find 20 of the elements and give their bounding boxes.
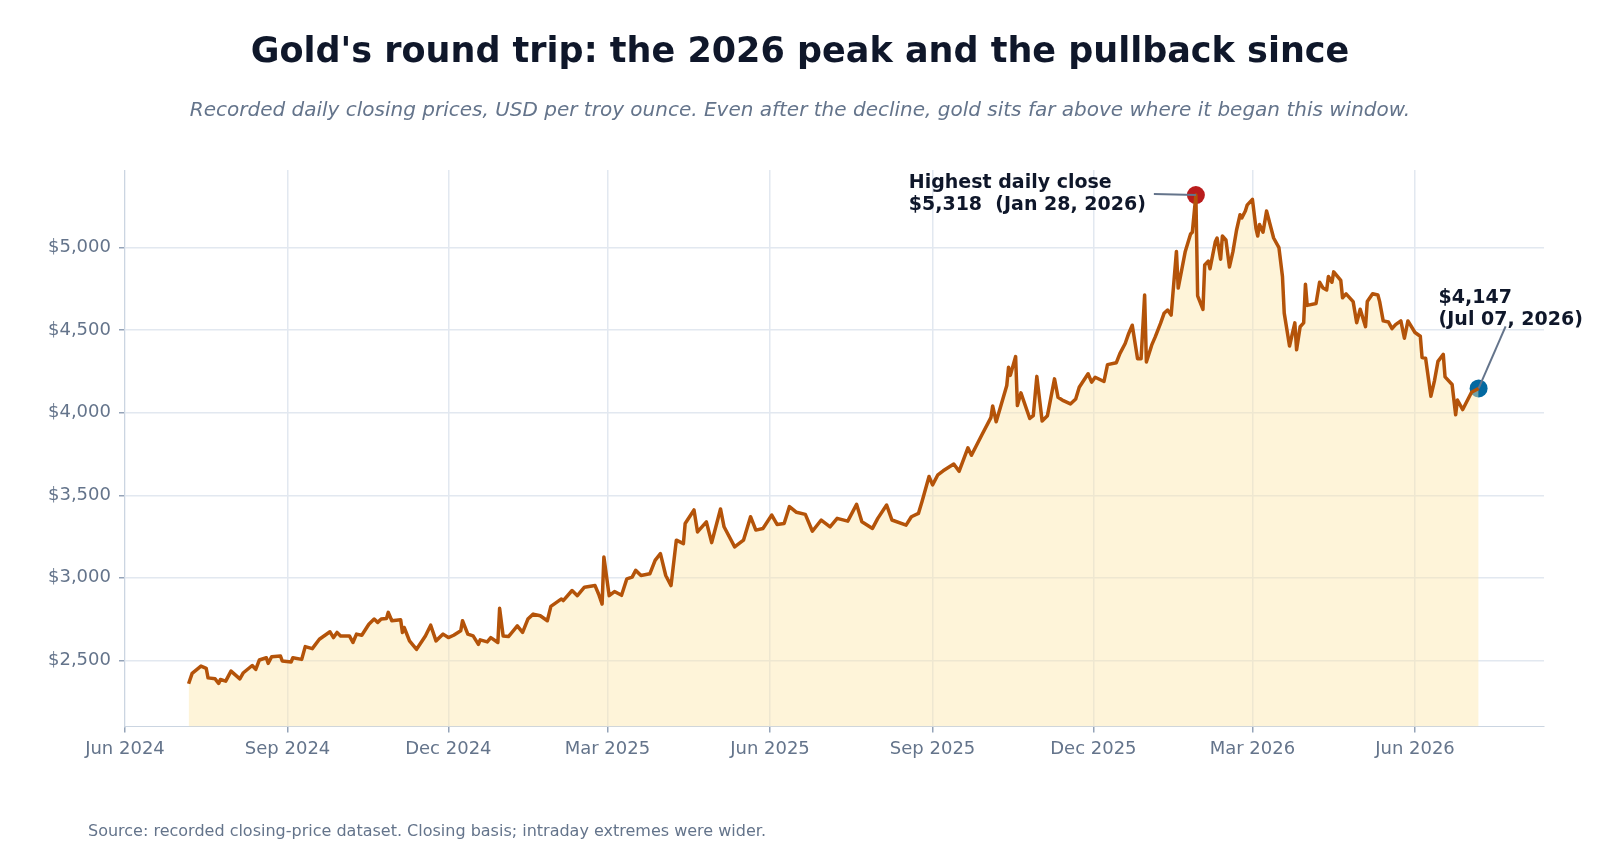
- y-tick-label: $3,500: [48, 482, 111, 504]
- x-tick-label: Sep 2024: [244, 736, 331, 758]
- x-tick-label: Jun 2025: [729, 736, 810, 758]
- x-tick-label: Sep 2025: [889, 736, 976, 758]
- y-tick-label: $5,000: [48, 235, 111, 257]
- x-tick-label: Jun 2024: [84, 736, 165, 758]
- x-tick-label: Mar 2026: [1209, 736, 1296, 758]
- annotation: Highest daily close $5,318 (Jan 28, 2026): [908, 169, 1146, 214]
- y-tick-label: $4,500: [48, 317, 111, 339]
- y-tick-label: $4,000: [48, 400, 111, 422]
- annotation: $4,147 (Jul 07, 2026): [1438, 284, 1583, 329]
- x-tick-label: Dec 2025: [1050, 736, 1137, 758]
- x-tick-label: Jun 2026: [1374, 736, 1455, 758]
- y-tick-label: $3,000: [48, 565, 111, 587]
- chart-title: Gold's round trip: the 2026 peak and the pullback since: [249, 30, 1351, 70]
- x-tick-label: Mar 2025: [564, 736, 651, 758]
- chart-subtitle: Recorded daily closing prices, USD per troy ounce. Even after the decline, gold sits far above where it began this window.: [188, 97, 1412, 121]
- y-tick-label: $2,500: [48, 648, 111, 670]
- x-tick-label: Dec 2024: [405, 736, 492, 758]
- source-note: Source: recorded closing-price dataset. Closing basis; intraday extremes were wider.: [88, 821, 766, 840]
